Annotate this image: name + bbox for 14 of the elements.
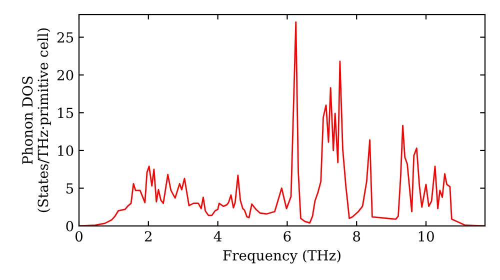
x-axis-title: Frequency (THz) xyxy=(223,250,340,264)
x-tick-label: 10 xyxy=(418,231,434,242)
y-tick-label: 10 xyxy=(58,145,74,156)
x-tick-label: 0 xyxy=(75,231,82,242)
x-tick-label: 2 xyxy=(144,231,152,242)
y-tick-label: 20 xyxy=(57,70,74,80)
x-tick-label: 4 xyxy=(214,231,222,242)
y-tick-label: 15 xyxy=(58,108,74,118)
x-tick-label: 8 xyxy=(353,231,360,242)
y-tick-label: 0 xyxy=(66,220,74,232)
x-tick-label: 6 xyxy=(284,231,291,242)
y-tick-label: 5 xyxy=(66,183,74,194)
y-tick-label: 25 xyxy=(57,32,74,43)
y-axis-title: Phonon DOS (States/THz·primitive cell) xyxy=(22,28,51,212)
